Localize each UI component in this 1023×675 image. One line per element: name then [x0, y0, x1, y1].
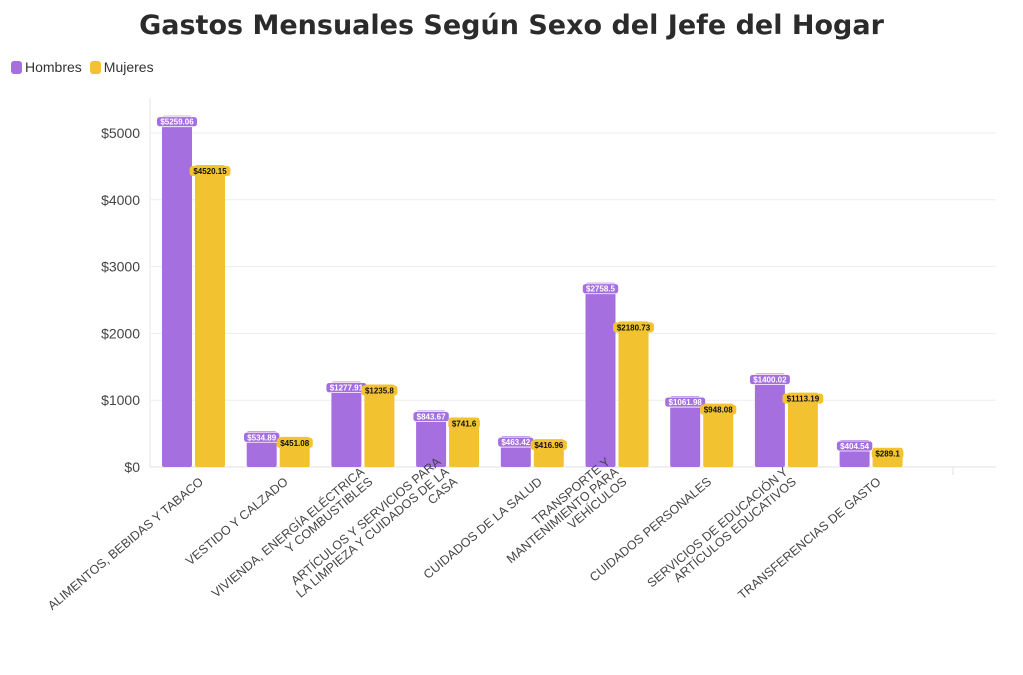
- y-tick-label: $4000: [101, 192, 140, 208]
- legend-label-hombres: Hombres: [25, 59, 82, 75]
- data-label: $5259.06: [160, 118, 194, 127]
- data-label: $1061.98: [669, 398, 703, 407]
- bar-mujeres[interactable]: [195, 165, 225, 467]
- y-tick-label: $2000: [101, 325, 140, 341]
- legend-item-hombres[interactable]: Hombres: [11, 59, 82, 75]
- data-label: $1400.02: [753, 375, 787, 384]
- bar-hombres[interactable]: [670, 396, 701, 467]
- data-label: $534.89: [247, 433, 276, 442]
- bar-hombres[interactable]: [162, 115, 192, 467]
- legend: Hombres Mujeres: [11, 59, 162, 75]
- data-label: $451.08: [280, 439, 309, 448]
- data-label-bg: [613, 322, 654, 333]
- data-label: $1113.19: [787, 395, 820, 404]
- data-label: $1277.91: [330, 384, 364, 393]
- data-label-bg: [156, 116, 198, 128]
- data-label: $289.1: [875, 450, 900, 459]
- data-label-bg: [836, 440, 874, 452]
- chart-title: Gastos Mensuales Según Sexo del Jefe del…: [139, 10, 884, 41]
- data-label: $741.6: [452, 419, 477, 428]
- x-category-label-line: ALIMENTOS, BEBIDAS Y TABACO: [45, 474, 206, 612]
- data-label-bg: [448, 418, 480, 429]
- data-label: $416.96: [534, 441, 563, 450]
- data-label-bg: [530, 440, 567, 451]
- y-tick-label: $5000: [101, 125, 140, 141]
- y-tick-label: $1000: [101, 392, 140, 408]
- data-label-bg: [749, 374, 791, 385]
- data-label: $2758.5: [586, 285, 615, 294]
- data-label-bg: [664, 396, 706, 408]
- data-label: $2180.73: [617, 323, 651, 332]
- bar-mujeres[interactable]: [703, 403, 734, 467]
- data-label-bg: [276, 437, 313, 448]
- legend-label-mujeres: Mujeres: [103, 59, 154, 75]
- bar-mujeres[interactable]: [449, 417, 480, 467]
- bar-hombres[interactable]: [331, 381, 362, 467]
- data-label: $4520.15: [193, 167, 227, 176]
- bar-hombres[interactable]: [416, 410, 447, 467]
- bar-hombres[interactable]: [754, 373, 785, 467]
- data-label: $1235.8: [365, 386, 394, 395]
- data-label: $463.42: [501, 438, 530, 447]
- bar-hombres[interactable]: [585, 282, 616, 467]
- x-category-label: ALIMENTOS, BEBIDAS Y TABACO: [45, 474, 206, 612]
- y-tick-label: $3000: [101, 259, 140, 275]
- y-tick-label: $0: [124, 459, 140, 475]
- data-label-bg: [782, 393, 824, 404]
- bar-mujeres[interactable]: [618, 321, 649, 467]
- data-label-bg: [361, 385, 398, 396]
- data-label-bg: [582, 283, 620, 295]
- x-category-label: SERVICIOS DE EDUCACIÓN YARTÍCULOS EDUCAT…: [644, 463, 799, 600]
- legend-swatch-mujeres: [89, 60, 101, 74]
- bar-mujeres[interactable]: [787, 392, 818, 467]
- data-label-bg: [700, 404, 737, 415]
- bar-mujeres[interactable]: [364, 384, 395, 467]
- data-label-bg: [243, 431, 281, 443]
- data-label-bg: [871, 448, 904, 459]
- data-label: $948.08: [704, 406, 733, 415]
- data-label: $404.54: [840, 442, 869, 451]
- legend-swatch-hombres: [11, 60, 22, 74]
- x-category-label-line: MANTENIMIENTO PARA: [504, 464, 622, 566]
- data-label-bg: [189, 166, 231, 177]
- legend-item-mujeres[interactable]: Mujeres: [89, 59, 154, 75]
- data-label-bg: [412, 411, 450, 423]
- data-label: $843.67: [417, 413, 446, 422]
